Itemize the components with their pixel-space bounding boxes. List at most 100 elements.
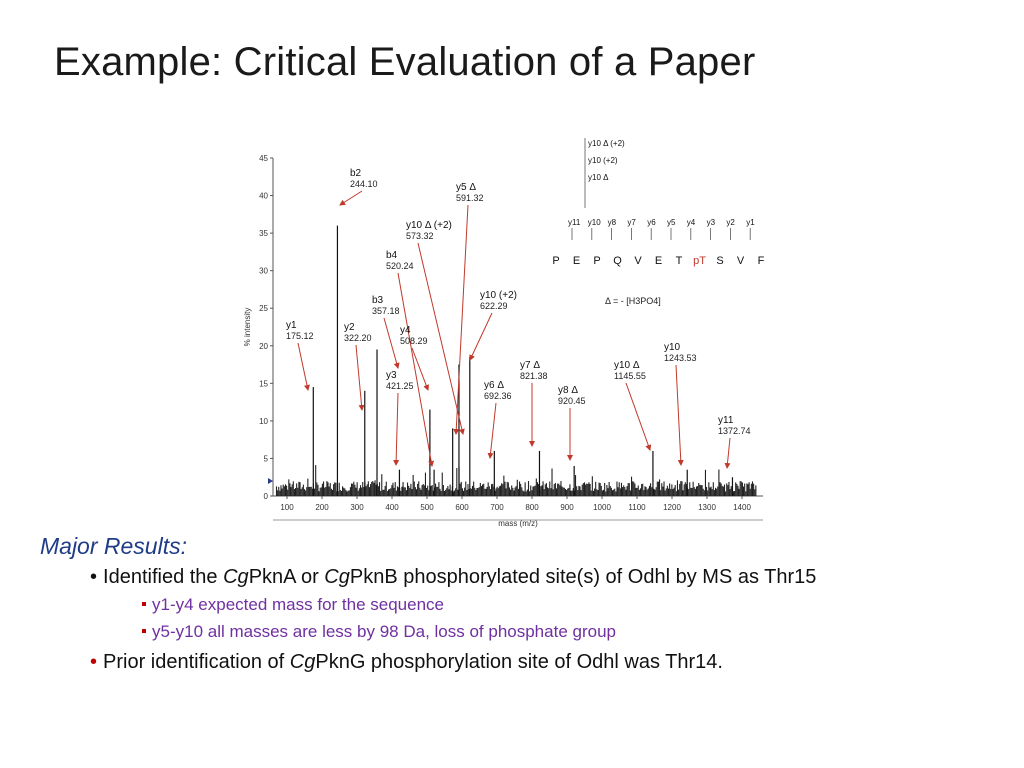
- ms-spectrum-chart: 0 5 10 15 20 25 30 35 40 45 100 200 300 400 500 600 700 8…: [243, 138, 778, 528]
- peak-ion-label: y7 Δ: [520, 360, 540, 371]
- peak-mass-label: 244.10: [350, 179, 378, 189]
- x-tick-label: 300: [350, 503, 364, 512]
- fragment-label: y4: [687, 218, 696, 227]
- fragment-label: y2: [726, 218, 735, 227]
- x-tick-label: 200: [315, 503, 329, 512]
- peak-mass-label: 520.24: [386, 261, 414, 271]
- sequence-residue: V: [737, 255, 745, 267]
- peak-ion-label: b3: [372, 295, 384, 306]
- baseline-marker: [268, 477, 273, 484]
- peak-mass-label: 1243.53: [664, 353, 697, 363]
- y-tick-label: 0: [264, 492, 269, 501]
- bullet-prior-identification: • Prior identification of CgPknG phosphor…: [90, 651, 723, 673]
- y-tick-label: 5: [264, 454, 269, 463]
- peak-ion-label: y3: [386, 370, 397, 381]
- slide-title: Example: Critical Evaluation of a Paper: [54, 40, 756, 84]
- peak-ion-label: y10 Δ (+2): [406, 220, 452, 231]
- fragment-label: y1: [746, 218, 755, 227]
- peak-ion-label: y1: [286, 320, 297, 331]
- annotation-arrow: [675, 364, 684, 466]
- x-tick-label: 900: [560, 503, 574, 512]
- y-tick-label: 10: [259, 417, 268, 426]
- sequence-residue: V: [634, 255, 642, 267]
- sequence-residue: pT: [693, 255, 706, 267]
- fragment-label: y10: [588, 218, 601, 227]
- sub-bullet-y1-y4: y1-y4 expected mass for the sequence: [142, 595, 444, 615]
- peak-ion-label: y10 (+2): [480, 290, 517, 301]
- peak-ion-label: y2: [344, 322, 355, 333]
- peak-mass-label: 573.32: [406, 231, 434, 241]
- delta-note: Δ = - [H3PO4]: [605, 296, 661, 306]
- x-tick-label: 600: [455, 503, 469, 512]
- peak-ion-label: y11: [718, 415, 734, 426]
- peak-mass-label: 175.12: [286, 331, 314, 341]
- peak-mass-label: 692.36: [484, 391, 512, 401]
- sequence-residue: E: [655, 255, 662, 267]
- x-tick-label: 700: [490, 503, 504, 512]
- fragment-label: y7: [627, 218, 636, 227]
- peak-mass-label: 508.29: [400, 336, 428, 346]
- x-tick-label: 1300: [698, 503, 716, 512]
- annotation-arrow: [297, 342, 310, 391]
- x-tick-label: 100: [280, 503, 294, 512]
- annotation-arrow: [383, 317, 400, 369]
- x-tick-label: 400: [385, 503, 399, 512]
- sequence-residue: Q: [613, 255, 622, 267]
- peak-ion-label: y10: [664, 342, 681, 353]
- annotation-arrow: [393, 392, 400, 466]
- y-tick-label: 45: [259, 154, 268, 163]
- x-tick-label: 1200: [663, 503, 681, 512]
- fragment-label: y8: [608, 218, 617, 227]
- y-tick-label: 20: [259, 342, 268, 351]
- annotation-arrow: [487, 402, 497, 459]
- y-tick-label: 25: [259, 304, 268, 313]
- annotation-arrow: [339, 190, 363, 206]
- stacked-fragment-label: y10 (+2): [588, 156, 618, 165]
- peak-ion-label: y5 Δ: [456, 182, 476, 193]
- x-tick-label: 1000: [593, 503, 611, 512]
- sequence-residue: P: [593, 255, 600, 267]
- peak-mass-label: 821.38: [520, 371, 548, 381]
- peak-ion-label: y10 Δ: [614, 360, 640, 371]
- y-axis-label: % intensity: [243, 308, 252, 347]
- fragment-label: y11: [568, 218, 581, 227]
- annotation-arrow: [469, 312, 493, 361]
- annotation-arrow: [724, 437, 731, 469]
- fragment-label: y5: [667, 218, 676, 227]
- y-tick-label: 30: [259, 267, 268, 276]
- bullet-dot: •: [90, 651, 98, 673]
- ms-spectrum-figure: 0 5 10 15 20 25 30 35 40 45 100 200 300 400 500 600 700 8…: [238, 128, 778, 528]
- x-tick-label: 1100: [628, 503, 646, 512]
- annotation-arrow: [625, 382, 652, 451]
- peak-mass-label: 357.18: [372, 306, 400, 316]
- x-axis-label: mass (m/z): [498, 519, 538, 528]
- y-tick-label: 40: [259, 192, 268, 201]
- annotation-arrow: [417, 242, 465, 435]
- peak-mass-label: 1372.74: [718, 426, 751, 436]
- sequence-residue: F: [758, 255, 765, 267]
- peak-ion-label: y8 Δ: [558, 385, 578, 396]
- annotation-arrow: [397, 272, 435, 467]
- x-tick-label: 1400: [733, 503, 751, 512]
- peak-mass-label: 920.45: [558, 396, 586, 406]
- peak-mass-label: 591.32: [456, 193, 484, 203]
- peak-mass-label: 1145.55: [614, 371, 646, 381]
- bullet-dot: •: [90, 566, 98, 588]
- square-bullet-icon: [142, 628, 146, 633]
- annotation-arrow: [453, 204, 469, 435]
- y-tick-label: 15: [259, 379, 268, 388]
- peak-ion-label: b2: [350, 168, 362, 179]
- bullet-identified: • Identified the CgPknA or CgPknB phospho…: [90, 566, 817, 588]
- peak-mass-label: 622.29: [480, 301, 508, 311]
- sequence-residue: P: [552, 255, 559, 267]
- annotation-arrow: [411, 347, 430, 391]
- sequence-residue: S: [716, 255, 723, 267]
- stacked-fragment-label: y10 Δ: [588, 173, 609, 182]
- peak-ion-label: y6 Δ: [484, 380, 504, 391]
- peak-mass-label: 421.25: [386, 381, 414, 391]
- square-bullet-icon: [142, 601, 146, 606]
- y-tick-label: 35: [259, 229, 268, 238]
- annotation-arrow: [355, 344, 365, 411]
- fragment-label: y6: [647, 218, 656, 227]
- peak-mass-label: 322.20: [344, 333, 372, 343]
